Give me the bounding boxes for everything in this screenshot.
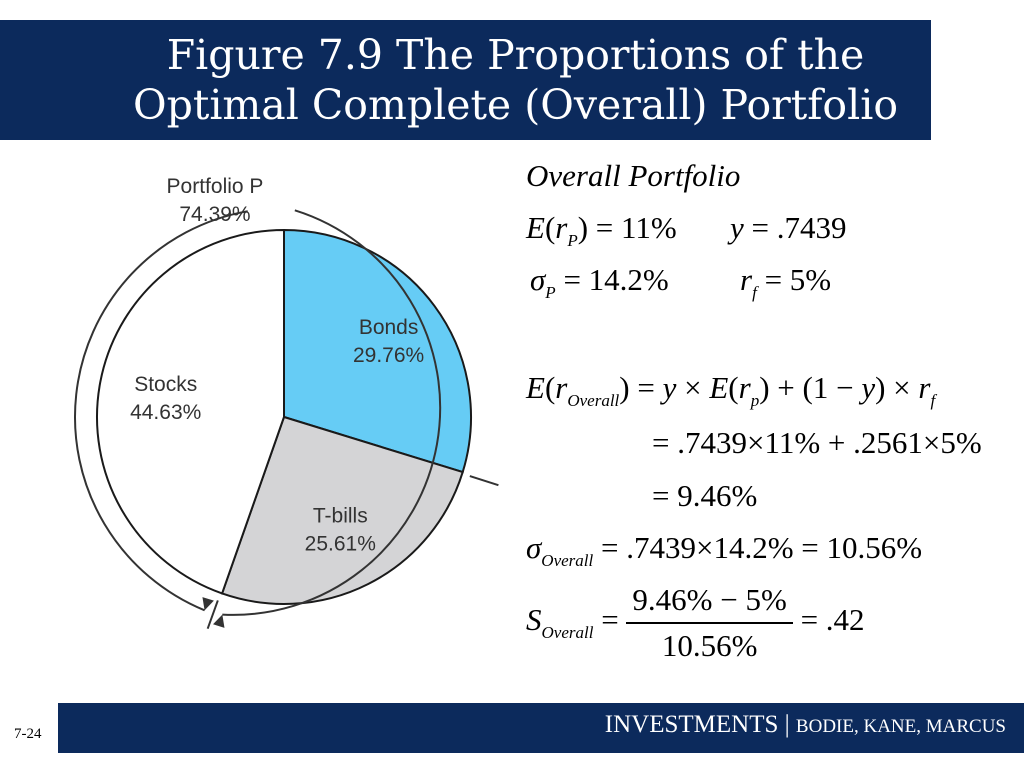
tick-bonds-end: [469, 475, 499, 487]
portfolio-p-arrowhead: [213, 614, 225, 628]
portfolio-p-arc: [222, 209, 442, 616]
sharpe-numerator: 9.46% − 5%: [626, 582, 793, 624]
pie-slice-stocks: [96, 228, 285, 595]
slice-value-label: 25.61%: [305, 533, 376, 556]
overall-portfolio-heading: Overall Portfolio: [526, 158, 741, 193]
sharpe-result: = .42: [800, 602, 865, 638]
slice-label: T-bills: [313, 505, 368, 528]
portfolio-p-label: Portfolio P: [167, 175, 264, 198]
risk-free-rate: rf = 5%: [740, 262, 832, 302]
title-bar: Figure 7.9 The Proportions of the Optima…: [0, 20, 931, 140]
expected-return-p: E(rP) = 11%: [526, 210, 677, 250]
footer-bar: INVESTMENTS | BODIE, KANE, MARCUS: [58, 703, 1024, 753]
overall-return-calc: = .7439×11% + .2561×5%: [652, 425, 982, 460]
sharpe-denominator: 10.56%: [661, 628, 758, 663]
sigma-p: σP = 14.2%: [530, 262, 669, 302]
page-number: 7-24: [14, 726, 42, 742]
portfolio-p-value: 74.39%: [179, 203, 250, 226]
sharpe-fraction: 9.46% − 5% 10.56%: [626, 582, 793, 664]
sigma-overall-calc: .7439×14.2% = 10.56%: [626, 530, 923, 565]
overall-return-formula: E(rOverall) = y × E(rp) + (1 − y) × rf: [526, 370, 936, 410]
sharpe-ratio: SOverall = 9.46% − 5% 10.56% = .42: [526, 582, 865, 664]
slice-label: Bonds: [359, 316, 419, 339]
y-value: y = .7439: [730, 210, 847, 245]
pie-slice-bonds: [283, 228, 472, 474]
footer-main: INVESTMENTS |: [604, 711, 796, 738]
stocks-arc: [74, 210, 248, 612]
overall-return-result: = 9.46%: [652, 478, 758, 513]
slice-label: Stocks: [134, 373, 197, 396]
pie-chart: Bonds 29.76% T-bills 25.61% Stocks 44.63% Port…: [74, 175, 499, 629]
pie-slice-tbills: [220, 415, 464, 605]
footer-text: INVESTMENTS | BODIE, KANE, MARCUS: [605, 711, 1006, 739]
tick-tbills-end: [206, 600, 219, 629]
sigma-overall: σOverall = .7439×14.2% = 10.56%: [526, 530, 923, 570]
stocks-arrowhead: [202, 597, 214, 611]
slice-value-label: 29.76%: [353, 344, 424, 367]
slice-value-label: 44.63%: [130, 401, 201, 424]
footer-authors: BODIE, KANE, MARCUS: [795, 716, 1006, 737]
slide-title: Figure 7.9 The Proportions of the Optima…: [132, 31, 899, 129]
